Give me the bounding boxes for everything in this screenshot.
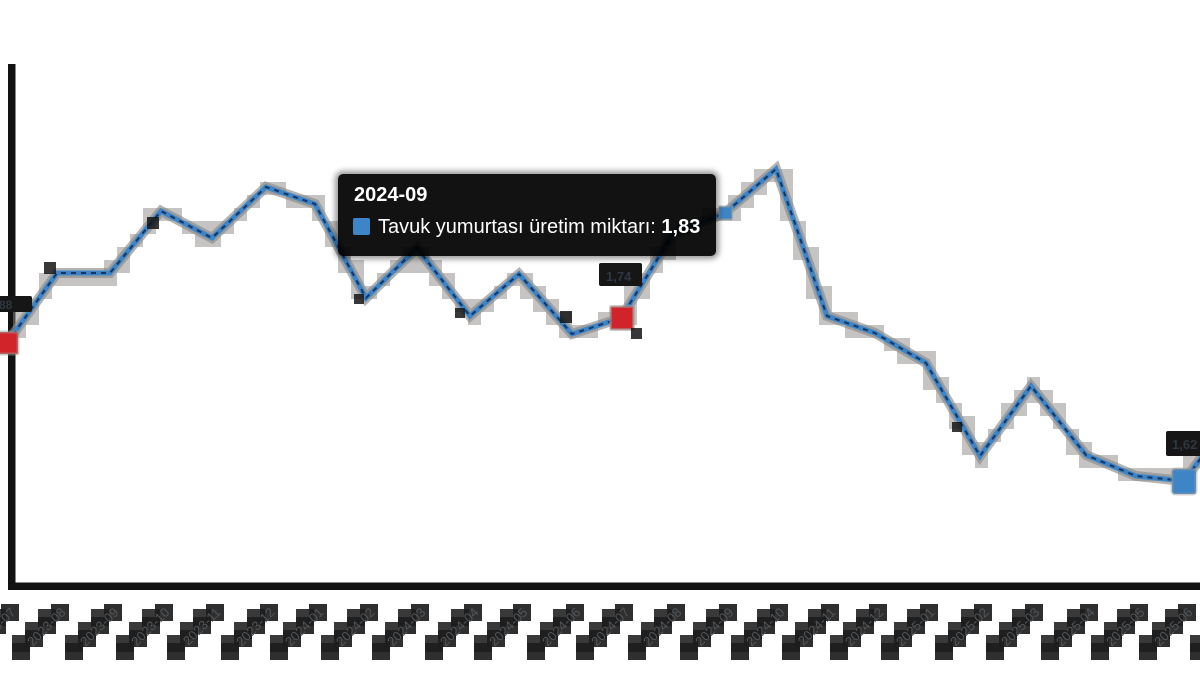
svg-text:1,62: 1,62 [1172,437,1197,452]
svg-text:1,74: 1,74 [606,269,632,284]
svg-text:1,88: 1,88 [0,298,13,312]
